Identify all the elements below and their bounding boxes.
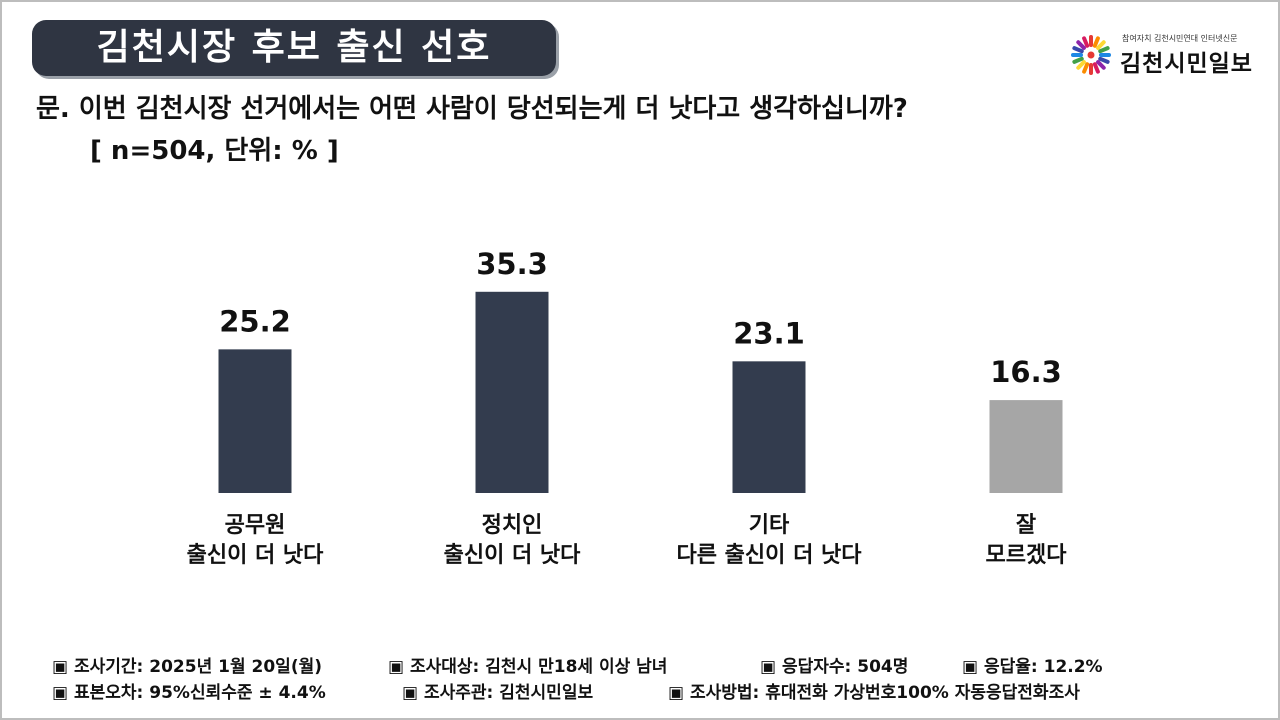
category-label-0-0: 공무원 [225, 513, 286, 538]
footer-response-rate: ▣ 응답율: 12.2% [962, 657, 1103, 677]
logo-petal [1096, 40, 1106, 50]
logo-petal [1089, 35, 1093, 47]
logo-petal [1098, 56, 1110, 64]
category-label-2-0: 기타 [749, 513, 790, 538]
category-label-2-1: 다른 출신이 더 낫다 [677, 543, 863, 568]
footer-survey-target: ▣ 조사대상: 김천시 만18세 이상 남녀 [388, 657, 668, 677]
category-label-0-1: 출신이 더 낫다 [187, 543, 325, 568]
logo: 참여자치 김천시민연대 인터넷신문 김천시민일보 [1066, 30, 1262, 80]
data-label-2: 23.1 [733, 316, 805, 350]
page-title: 김천시장 후보 출신 선호 [32, 20, 556, 76]
logo-petal [1072, 46, 1084, 54]
sample-info: [ n=504, 단위: % ] [90, 136, 339, 166]
logo-petal [1099, 53, 1111, 57]
footer-method: ▣ 조사방법: 휴대전화 가상번호100% 자동응답전화조사 [668, 683, 1080, 703]
logo-petal [1072, 56, 1084, 64]
footer-respondents: ▣ 응답자수: 504명 [760, 657, 909, 677]
logo-petal [1092, 62, 1100, 74]
data-label-1: 35.3 [476, 247, 548, 281]
logo-petal [1092, 36, 1100, 48]
footer-sampling-error: ▣ 표본오차: 95%신뢰수준 ± 4.4% [52, 683, 326, 703]
logo-petal [1071, 53, 1083, 57]
bar-0 [218, 349, 292, 493]
category-label-3-1: 모르겠다 [986, 543, 1068, 568]
logo-petal [1082, 62, 1090, 74]
category-label-1-1: 출신이 더 낫다 [444, 543, 582, 568]
logo-petal [1076, 60, 1086, 70]
category-label-1-0: 정치인 [482, 513, 543, 538]
logo-petal [1096, 60, 1106, 70]
logo-mark-icon [1071, 35, 1111, 75]
logo-name: 김천시민일보 [1120, 51, 1253, 77]
logo-tagline: 참여자치 김천시민연대 인터넷신문 [1122, 34, 1238, 43]
category-label-3-0: 잘 [1016, 513, 1036, 538]
logo-petal [1082, 36, 1090, 48]
data-label-0: 25.2 [219, 304, 291, 338]
logo-petal [1076, 40, 1086, 50]
bar-1 [475, 291, 549, 493]
logo-petal [1098, 46, 1110, 54]
footer-organizer: ▣ 조사주관: 김천시민일보 [402, 683, 594, 703]
bar-3 [989, 400, 1063, 493]
bar-2 [732, 361, 806, 493]
footer-survey-period: ▣ 조사기간: 2025년 1월 20일(월) [52, 657, 322, 677]
logo-petal [1089, 63, 1093, 75]
survey-question: 문. 이번 김천시장 선거에서는 어떤 사람이 당선되는게 더 낫다고 생각하십… [36, 94, 908, 124]
data-label-3: 16.3 [990, 355, 1062, 389]
